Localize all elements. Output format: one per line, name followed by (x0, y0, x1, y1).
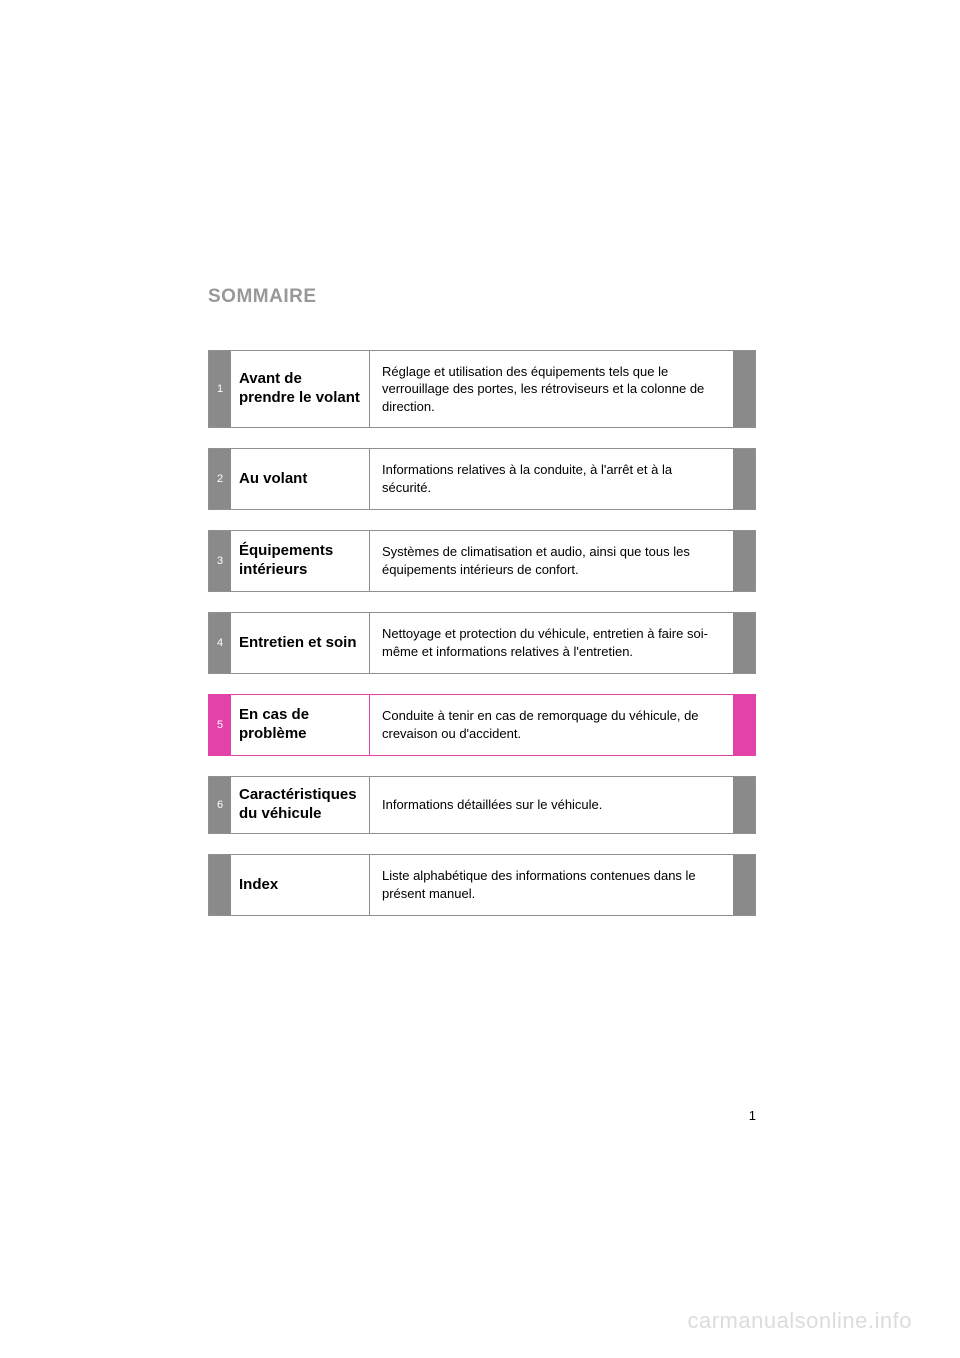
toc-row-desc: Conduite à tenir en cas de remorquage du… (369, 695, 733, 755)
toc-row: 6 Caractéristiques du véhicule Informati… (208, 776, 756, 834)
toc-row-number: 3 (209, 531, 231, 591)
toc-row-title: Équipements intérieurs (231, 531, 369, 591)
toc-row-tab (733, 695, 755, 755)
toc-row-desc: Informations détaillées sur le véhicule. (369, 777, 733, 833)
toc-row: 4 Entretien et soin Nettoyage et protect… (208, 612, 756, 674)
toc-row-tab (733, 531, 755, 591)
watermark-text: carmanualsonline.info (687, 1308, 912, 1334)
toc-row-number: 5 (209, 695, 231, 755)
table-of-contents: 1 Avant de prendre le volant Réglage et … (208, 350, 756, 936)
toc-row-title: Entretien et soin (231, 613, 369, 673)
toc-row-title: Index (231, 855, 369, 915)
toc-row-title: Caractéristiques du véhicule (231, 777, 369, 833)
page-number: 1 (208, 1108, 756, 1123)
toc-row-title: En cas de problème (231, 695, 369, 755)
page-title: SOMMAIRE (208, 286, 317, 308)
toc-row-number: 6 (209, 777, 231, 833)
toc-row: Index Liste alphabétique des information… (208, 854, 756, 916)
toc-row-title: Avant de prendre le volant (231, 351, 369, 427)
manual-page: SOMMAIRE 1 Avant de prendre le volant Ré… (0, 0, 960, 1358)
toc-row-tab (733, 777, 755, 833)
toc-row-number: 2 (209, 449, 231, 509)
toc-row: 1 Avant de prendre le volant Réglage et … (208, 350, 756, 428)
toc-row-tab (733, 613, 755, 673)
toc-row-desc: Informations relatives à la conduite, à … (369, 449, 733, 509)
toc-row-number: 4 (209, 613, 231, 673)
toc-row-active: 5 En cas de problème Conduite à tenir en… (208, 694, 756, 756)
toc-row-desc: Nettoyage et protection du véhicule, ent… (369, 613, 733, 673)
toc-row-tab (733, 351, 755, 427)
toc-row-tab (733, 449, 755, 509)
toc-row: 2 Au volant Informations relatives à la … (208, 448, 756, 510)
toc-row-desc: Réglage et utilisation des équipements t… (369, 351, 733, 427)
toc-row-number (209, 855, 231, 915)
toc-row-desc: Systèmes de climatisation et audio, ains… (369, 531, 733, 591)
toc-row-desc: Liste alphabétique des informations cont… (369, 855, 733, 915)
toc-row-title: Au volant (231, 449, 369, 509)
toc-row-number: 1 (209, 351, 231, 427)
toc-row: 3 Équipements intérieurs Systèmes de cli… (208, 530, 756, 592)
toc-row-tab (733, 855, 755, 915)
